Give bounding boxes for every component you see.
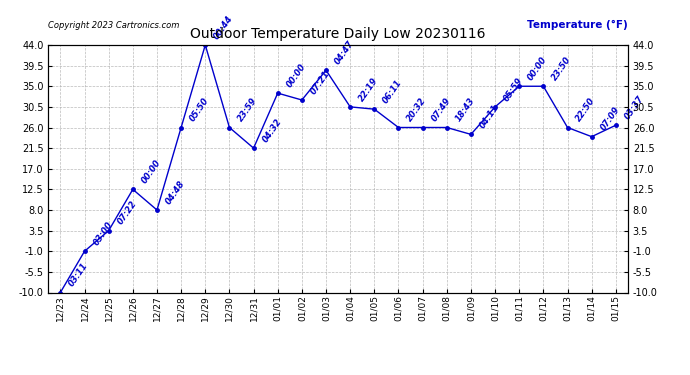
Text: 07:22: 07:22 <box>116 199 139 226</box>
Text: 04:11: 04:11 <box>478 103 501 130</box>
Text: 18:43: 18:43 <box>454 96 477 123</box>
Text: 22:50: 22:50 <box>575 96 598 123</box>
Text: 07:49: 07:49 <box>430 96 453 123</box>
Text: 05:50: 05:50 <box>188 96 211 123</box>
Text: 00:44: 00:44 <box>213 13 235 41</box>
Text: 04:48: 04:48 <box>164 178 187 206</box>
Text: 04:32: 04:32 <box>261 117 284 144</box>
Text: 03:37: 03:37 <box>623 94 646 121</box>
Text: Copyright 2023 Cartronics.com: Copyright 2023 Cartronics.com <box>48 21 179 30</box>
Text: 23:50: 23:50 <box>551 55 573 82</box>
Text: 00:00: 00:00 <box>285 62 308 89</box>
Text: 06:11: 06:11 <box>382 78 404 105</box>
Text: 20:32: 20:32 <box>406 96 428 123</box>
Title: Outdoor Temperature Daily Low 20230116: Outdoor Temperature Daily Low 20230116 <box>190 27 486 41</box>
Text: 03:11: 03:11 <box>68 261 90 288</box>
Text: 05:59: 05:59 <box>502 75 525 103</box>
Text: 22:19: 22:19 <box>357 75 380 103</box>
Text: Temperature (°F): Temperature (°F) <box>527 20 628 30</box>
Text: 00:00: 00:00 <box>526 55 549 82</box>
Text: 00:00: 00:00 <box>140 158 163 185</box>
Text: 23:59: 23:59 <box>237 96 259 123</box>
Text: 03:00: 03:00 <box>92 220 115 247</box>
Text: 04:47: 04:47 <box>333 39 356 66</box>
Text: 07:21: 07:21 <box>309 69 332 96</box>
Text: 07:09: 07:09 <box>599 105 622 132</box>
